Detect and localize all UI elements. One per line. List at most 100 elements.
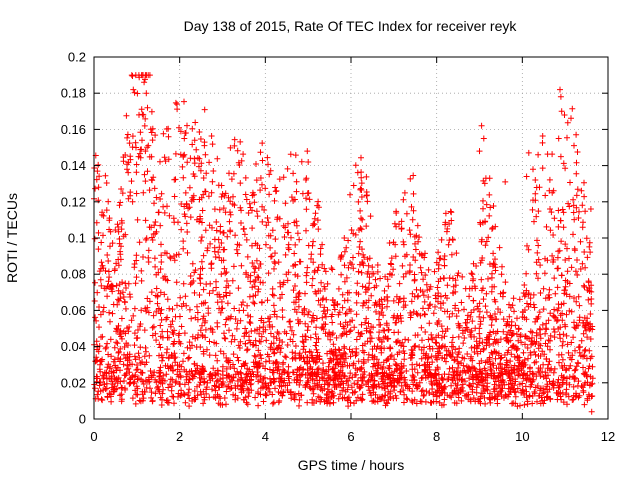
x-tick-label: 4 bbox=[262, 429, 269, 444]
data-point bbox=[477, 259, 484, 266]
data-point bbox=[271, 350, 278, 357]
data-point bbox=[410, 381, 417, 388]
data-point bbox=[238, 207, 245, 214]
data-point bbox=[146, 352, 153, 359]
data-point bbox=[226, 218, 233, 225]
data-point bbox=[358, 174, 365, 181]
data-point bbox=[580, 282, 587, 289]
y-tick-label: 0.08 bbox=[61, 267, 86, 282]
data-point bbox=[336, 347, 343, 354]
data-point bbox=[284, 382, 291, 389]
data-point bbox=[390, 266, 397, 273]
data-point bbox=[359, 246, 365, 253]
data-point bbox=[94, 289, 101, 296]
data-point bbox=[412, 246, 419, 253]
data-point bbox=[121, 298, 128, 305]
data-point bbox=[469, 271, 476, 278]
data-point bbox=[341, 248, 348, 255]
data-point bbox=[263, 337, 270, 344]
data-point bbox=[245, 210, 252, 216]
data-point bbox=[157, 289, 164, 296]
data-point bbox=[469, 386, 476, 393]
data-point bbox=[146, 187, 153, 194]
data-point bbox=[508, 370, 515, 377]
data-point bbox=[382, 392, 389, 399]
data-point bbox=[191, 155, 198, 162]
data-point bbox=[570, 396, 577, 403]
data-point bbox=[236, 162, 243, 168]
data-point bbox=[227, 378, 233, 385]
data-point bbox=[185, 355, 192, 362]
data-point bbox=[334, 301, 341, 308]
data-point bbox=[542, 192, 549, 199]
data-point bbox=[137, 154, 144, 161]
data-point bbox=[313, 370, 320, 377]
data-point bbox=[167, 254, 173, 261]
data-point bbox=[304, 148, 311, 155]
data-point bbox=[212, 395, 219, 401]
data-point bbox=[423, 281, 430, 288]
data-point bbox=[527, 328, 534, 335]
data-point bbox=[417, 287, 424, 294]
data-point bbox=[111, 356, 118, 363]
data-point bbox=[156, 341, 163, 348]
data-point bbox=[527, 349, 534, 356]
data-point bbox=[581, 249, 588, 255]
data-point bbox=[119, 190, 126, 197]
data-point bbox=[266, 366, 273, 373]
data-point bbox=[550, 369, 557, 376]
data-point bbox=[194, 155, 201, 161]
data-point bbox=[359, 347, 366, 354]
data-point bbox=[572, 325, 579, 332]
data-point bbox=[269, 400, 276, 407]
data-point bbox=[358, 269, 365, 276]
data-point bbox=[473, 263, 480, 269]
data-point bbox=[151, 255, 158, 262]
data-point bbox=[444, 392, 451, 399]
data-point bbox=[291, 377, 298, 383]
data-point bbox=[476, 360, 483, 367]
data-point bbox=[307, 365, 313, 372]
data-point bbox=[394, 351, 401, 358]
data-point bbox=[265, 232, 272, 239]
data-point bbox=[486, 395, 493, 402]
data-point bbox=[118, 398, 125, 405]
data-point bbox=[365, 285, 372, 292]
data-point bbox=[432, 377, 439, 384]
data-point bbox=[441, 396, 448, 403]
data-point bbox=[404, 396, 411, 403]
y-tick-label: 0.2 bbox=[68, 50, 86, 65]
data-point bbox=[164, 328, 171, 335]
data-point bbox=[287, 151, 294, 158]
data-point bbox=[234, 147, 241, 154]
data-point bbox=[569, 105, 576, 112]
data-point bbox=[551, 275, 558, 282]
data-point bbox=[451, 399, 458, 406]
data-point bbox=[432, 303, 438, 310]
data-point bbox=[223, 269, 230, 276]
data-point bbox=[353, 299, 360, 306]
data-point bbox=[106, 217, 113, 224]
data-point bbox=[473, 384, 480, 391]
data-point bbox=[136, 354, 143, 361]
data-point bbox=[101, 285, 108, 292]
data-point bbox=[372, 362, 379, 369]
data-point bbox=[94, 375, 101, 382]
data-point bbox=[291, 393, 298, 399]
data-point bbox=[398, 225, 405, 232]
data-point bbox=[561, 362, 568, 369]
data-point bbox=[411, 343, 418, 350]
data-point bbox=[438, 293, 444, 300]
data-point bbox=[234, 354, 241, 361]
data-point bbox=[581, 401, 588, 408]
data-point bbox=[319, 261, 326, 268]
data-point bbox=[151, 222, 158, 229]
data-point bbox=[220, 293, 227, 300]
data-point bbox=[502, 178, 509, 185]
data-point bbox=[270, 292, 277, 299]
data-point bbox=[330, 392, 337, 399]
data-point bbox=[427, 345, 433, 352]
data-point bbox=[143, 308, 150, 315]
data-point bbox=[421, 367, 428, 374]
data-point bbox=[586, 382, 593, 389]
